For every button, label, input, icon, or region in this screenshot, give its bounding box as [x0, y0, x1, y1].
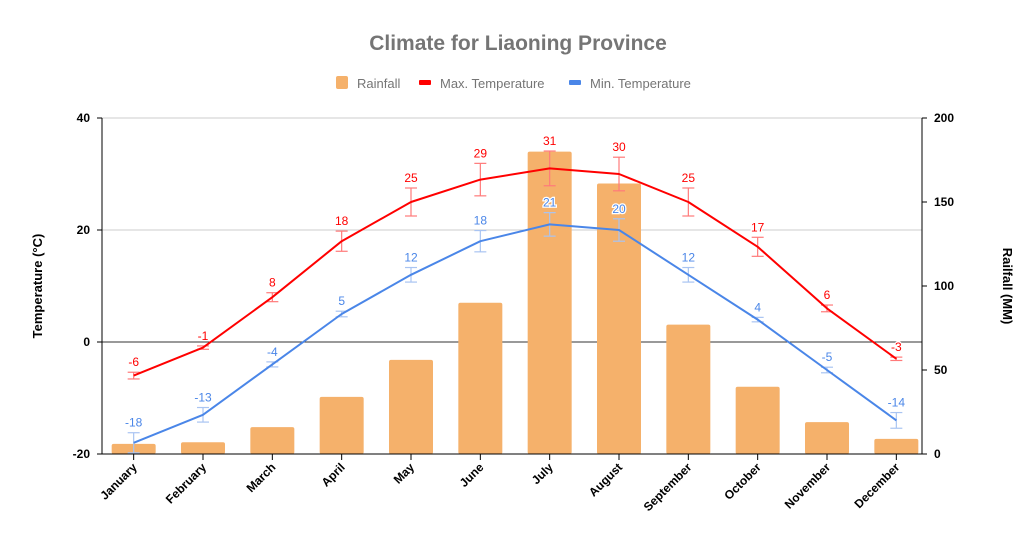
data-label-min: 21: [543, 196, 557, 210]
data-label-min: 12: [404, 251, 418, 265]
x-tick-label: January: [97, 460, 140, 503]
y-left-tick-label: 40: [77, 111, 91, 125]
legend-label-min: Min. Temperature: [590, 76, 691, 91]
x-tick-label: April: [319, 460, 348, 489]
data-label-min: -18: [125, 416, 143, 430]
data-label-min: -4: [267, 345, 278, 359]
legend-swatch-max: [419, 80, 431, 85]
x-tick-label: September: [641, 460, 695, 514]
y-left-tick-label: 0: [83, 335, 90, 349]
bar-rainfall-october: [735, 386, 780, 454]
x-tick-label: February: [163, 460, 209, 506]
y-right-tick-label: 50: [934, 363, 948, 377]
x-tick-label: June: [457, 460, 487, 490]
bar-rainfall-september: [666, 324, 711, 454]
y-right-tick-label: 200: [934, 111, 954, 125]
legend-label-rainfall: Rainfall: [357, 76, 400, 91]
bar-rainfall-june: [458, 302, 503, 454]
bar-rainfall-december: [874, 438, 919, 454]
y-left-tick-label: 20: [77, 223, 91, 237]
bar-rainfall-march: [250, 427, 295, 454]
data-label-max: 25: [682, 171, 696, 185]
x-tick-label: May: [391, 460, 418, 487]
x-tick-label: December: [852, 460, 903, 511]
bar-rainfall-february: [181, 442, 225, 454]
data-label-max: -1: [198, 329, 209, 343]
x-tick-label: July: [529, 460, 556, 487]
y-left-tick-label: -20: [73, 447, 91, 461]
data-label-max: 6: [824, 288, 831, 302]
line-min-temperature: [133, 223, 897, 444]
bar-rainfall-august: [597, 183, 641, 454]
data-label-min: 4: [754, 300, 761, 314]
legend: Rainfall Max. Temperature Min. Temperatu…: [336, 76, 691, 91]
data-label-min: -5: [822, 350, 833, 364]
y-right-tick-label: 0: [934, 447, 941, 461]
x-tick-label: October: [721, 460, 764, 503]
data-label-max: 29: [474, 146, 488, 160]
data-label-max: -6: [128, 355, 139, 369]
y-left-label: Temperature (°C): [30, 234, 45, 339]
data-label-max: 8: [269, 276, 276, 290]
y-right-label: Railfall (MM): [1000, 248, 1015, 325]
legend-label-max: Max. Temperature: [440, 76, 545, 91]
data-label-min: -14: [888, 396, 906, 410]
x-tick-label: November: [782, 460, 834, 512]
y-right-tick-label: 150: [934, 195, 954, 209]
line-max-temperature: [133, 167, 897, 377]
data-label-max: 30: [612, 140, 626, 154]
data-label-max: 18: [335, 214, 349, 228]
x-tick-label: August: [586, 460, 625, 499]
data-label-min: 12: [682, 251, 696, 265]
data-label-max: -3: [891, 340, 902, 354]
bar-rainfall-may: [389, 359, 433, 454]
data-label-max: 17: [751, 220, 765, 234]
chart-title: Climate for Liaoning Province: [369, 32, 667, 55]
bar-rainfall-november: [805, 422, 849, 454]
legend-swatch-min: [569, 80, 581, 85]
y-right-tick-label: 100: [934, 279, 954, 293]
legend-swatch-rainfall: [336, 76, 348, 89]
bar-rainfall-april: [319, 396, 364, 454]
data-label-min: 18: [474, 214, 488, 228]
data-label-min: 20: [612, 202, 626, 216]
data-label-min: 5: [338, 294, 345, 308]
data-label-max: 31: [543, 134, 557, 148]
x-tick-label: March: [244, 460, 279, 495]
data-label-min: -13: [194, 391, 212, 405]
data-label-max: 25: [404, 171, 418, 185]
